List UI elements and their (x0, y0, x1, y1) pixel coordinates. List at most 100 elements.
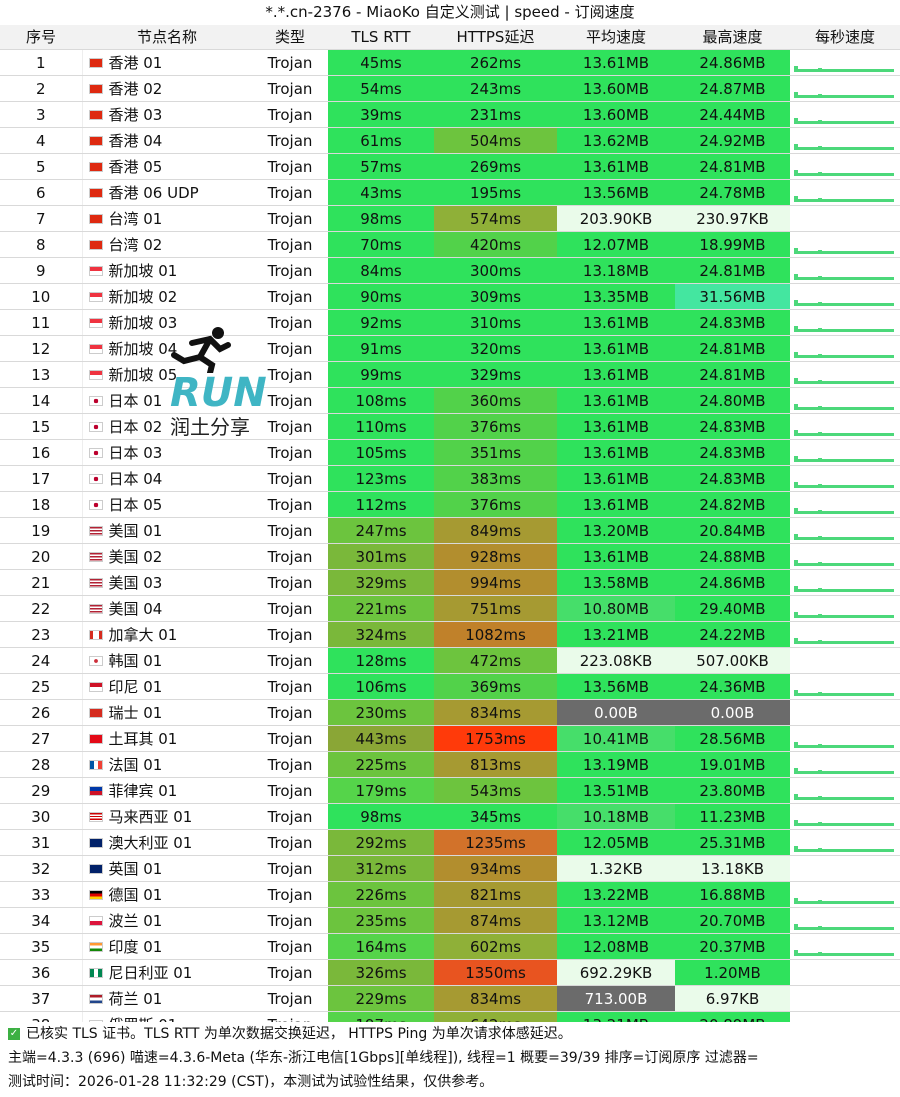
table-row[interactable]: 33 德国 01 Trojan 226ms 821ms 13.22MB 16.88MB (0, 881, 900, 908)
sparkline-bar (810, 303, 814, 306)
sparkline-bar (818, 68, 822, 72)
https-latency: 351ms (434, 439, 557, 466)
max-speed: 0.00B (675, 699, 790, 726)
col-header-max[interactable]: 最高速度 (675, 25, 790, 50)
table-row[interactable]: 19 美国 01 Trojan 247ms 849ms 13.20MB 20.84MB (0, 517, 900, 544)
sparkline-bar (798, 433, 802, 436)
sparkline-bar (874, 927, 878, 930)
sparkline-bar (798, 797, 802, 800)
col-header-type[interactable]: 类型 (252, 25, 328, 50)
table-row[interactable]: 3 香港 03 Trojan 39ms 231ms 13.60MB 24.44MB (0, 101, 900, 128)
sparkline-bar (866, 433, 870, 436)
sparkline-bar (798, 589, 802, 592)
table-row[interactable]: 4 香港 04 Trojan 61ms 504ms 13.62MB 24.92MB (0, 127, 900, 154)
sparkline-bar (838, 329, 842, 332)
sparkline-bar (890, 199, 894, 202)
table-row[interactable]: 29 菲律宾 01 Trojan 179ms 543ms 13.51MB 23.80MB (0, 777, 900, 804)
sparkline-bar (874, 693, 878, 696)
sparkline-bar (842, 433, 846, 436)
footer-line-2: 主端=4.3.3 (696) 喵速=4.3.6-Meta (华东-浙江电信[1G… (8, 1050, 759, 1066)
table-row[interactable]: 37 荷兰 01 Trojan 229ms 834ms 713.00B 6.97KB (0, 985, 900, 1012)
tls-rtt: 164ms (328, 933, 434, 960)
col-header-no[interactable]: 序号 (0, 25, 82, 50)
sparkline-bar (886, 511, 890, 514)
table-row[interactable]: 8 台湾 02 Trojan 70ms 420ms 12.07MB 18.99MB (0, 231, 900, 258)
table-row[interactable]: 10 新加坡 02 Trojan 90ms 309ms 13.35MB 31.56MB (0, 283, 900, 310)
per-second-sparkline (790, 205, 900, 232)
node-name: 美国 04 (108, 599, 163, 618)
col-header-https[interactable]: HTTPS延迟 (434, 25, 557, 50)
sparkline-bar (858, 771, 862, 774)
table-row[interactable]: 21 美国 03 Trojan 329ms 994ms 13.58MB 24.86MB (0, 569, 900, 596)
table-row[interactable]: 13 新加坡 05 Trojan 99ms 329ms 13.61MB 24.81MB (0, 361, 900, 388)
sparkline-bar (822, 589, 826, 592)
node-name: 新加坡 03 (108, 313, 178, 332)
sparkline-bar (850, 563, 854, 566)
table-row[interactable]: 36 尼日利亚 01 Trojan 326ms 1350ms 692.29KB 1.20MB (0, 959, 900, 986)
table-row[interactable]: 12 新加坡 04 Trojan 91ms 320ms 13.61MB 24.81MB (0, 335, 900, 362)
col-header-persec[interactable]: 每秒速度 (790, 25, 900, 50)
col-header-name[interactable]: 节点名称 (82, 25, 252, 50)
table-row[interactable]: 17 日本 04 Trojan 123ms 383ms 13.61MB 24.83MB (0, 465, 900, 492)
sparkline-bar (874, 121, 878, 124)
table-row[interactable]: 16 日本 03 Trojan 105ms 351ms 13.61MB 24.83MB (0, 439, 900, 466)
sparkline-bar (822, 95, 826, 98)
sparkline-bar (850, 69, 854, 72)
table-row[interactable]: 15 日本 02 Trojan 110ms 376ms 13.61MB 24.83MB (0, 413, 900, 440)
sparkline-bar (878, 901, 882, 904)
sparkline-bar (882, 199, 886, 202)
table-row[interactable]: 6 香港 06 UDP Trojan 43ms 195ms 13.56MB 24.78MB (0, 179, 900, 206)
per-second-sparkline (790, 725, 900, 752)
https-latency: 360ms (434, 387, 557, 414)
sparkline-bar (830, 511, 834, 514)
table-row[interactable]: 25 印尼 01 Trojan 106ms 369ms 13.56MB 24.36MB (0, 673, 900, 700)
col-header-avg[interactable]: 平均速度 (557, 25, 675, 50)
table-row[interactable]: 18 日本 05 Trojan 112ms 376ms 13.61MB 24.82MB (0, 491, 900, 518)
table-row[interactable]: 9 新加坡 01 Trojan 84ms 300ms 13.18MB 24.81MB (0, 257, 900, 284)
table-row[interactable]: 26 瑞士 01 Trojan 230ms 834ms 0.00B 0.00B (0, 699, 900, 726)
sparkline-bar (878, 927, 882, 930)
sparkline-bar (834, 355, 838, 358)
avg-speed: 13.21MB (557, 621, 675, 648)
table-row[interactable]: 2 香港 02 Trojan 54ms 243ms 13.60MB 24.87MB (0, 75, 900, 102)
node-name: 新加坡 04 (108, 339, 178, 358)
table-row[interactable]: 34 波兰 01 Trojan 235ms 874ms 13.12MB 20.70MB (0, 907, 900, 934)
table-row[interactable]: 14 日本 01 Trojan 108ms 360ms 13.61MB 24.80MB (0, 387, 900, 414)
table-row[interactable]: 11 新加坡 03 Trojan 92ms 310ms 13.61MB 24.83MB (0, 309, 900, 336)
table-row[interactable]: 20 美国 02 Trojan 301ms 928ms 13.61MB 24.88MB (0, 543, 900, 570)
sparkline-bar (838, 849, 842, 852)
sparkline-bar (874, 745, 878, 748)
col-header-tls[interactable]: TLS RTT (328, 25, 434, 50)
table-row[interactable]: 30 马来西亚 01 Trojan 98ms 345ms 10.18MB 11.23MB (0, 803, 900, 830)
sparkline-bar (842, 147, 846, 150)
sparkline (790, 882, 900, 907)
sparkline-bar (842, 641, 846, 644)
sparkline-bar (802, 563, 806, 566)
table-row[interactable]: 7 台湾 01 Trojan 98ms 574ms 203.90KB 230.97KB (0, 205, 900, 232)
sparkline-bar (866, 823, 870, 826)
table-row[interactable]: 1 香港 01 Trojan 45ms 262ms 13.61MB 24.86MB (0, 49, 900, 76)
node-name-cell: 日本 01 (82, 387, 252, 414)
sparkline-bar (846, 199, 850, 202)
sparkline-bar (794, 196, 798, 202)
sparkline-bar (854, 95, 858, 98)
table-row[interactable]: 31 澳大利亚 01 Trojan 292ms 1235ms 12.05MB 25.31MB (0, 829, 900, 856)
table-row[interactable]: 24 韩国 01 Trojan 128ms 472ms 223.08KB 507.00KB (0, 647, 900, 674)
table-row[interactable]: 35 印度 01 Trojan 164ms 602ms 12.08MB 20.37MB (0, 933, 900, 960)
https-latency: 329ms (434, 361, 557, 388)
table-row[interactable]: 32 英国 01 Trojan 312ms 934ms 1.32KB 13.18KB (0, 855, 900, 882)
sparkline-bar (810, 95, 814, 98)
sg-flag-icon (88, 292, 103, 302)
https-latency: 602ms (434, 933, 557, 960)
sparkline-bar (882, 849, 886, 852)
table-row[interactable]: 27 土耳其 01 Trojan 443ms 1753ms 10.41MB 28.56MB (0, 725, 900, 752)
row-number: 37 (0, 985, 83, 1012)
table-row[interactable]: 23 加拿大 01 Trojan 324ms 1082ms 13.21MB 24.22MB (0, 621, 900, 648)
sparkline-bar (882, 459, 886, 462)
table-row[interactable]: 5 香港 05 Trojan 57ms 269ms 13.61MB 24.81MB (0, 153, 900, 180)
table-row[interactable]: 22 美国 04 Trojan 221ms 751ms 10.80MB 29.40MB (0, 595, 900, 622)
sparkline-bar (838, 407, 842, 410)
sparkline (790, 960, 900, 985)
table-row[interactable]: 28 法国 01 Trojan 225ms 813ms 13.19MB 19.01MB (0, 751, 900, 778)
sparkline-bar (890, 485, 894, 488)
